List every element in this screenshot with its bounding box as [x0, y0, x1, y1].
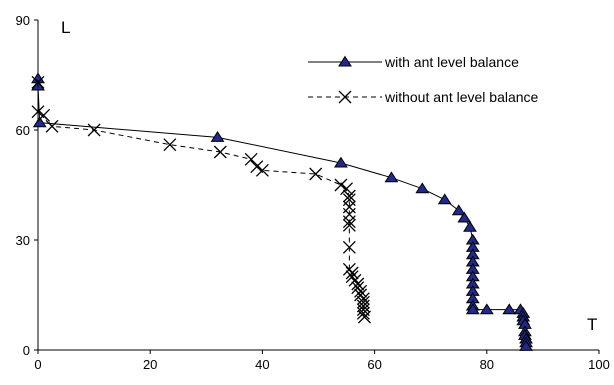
x-axis-title: T: [587, 315, 597, 334]
triangle-marker: [457, 211, 472, 223]
x-marker: [334, 178, 348, 192]
legend-label: without ant level balance: [384, 89, 539, 105]
triangle-marker: [479, 303, 494, 315]
triangle-marker: [384, 171, 399, 183]
triangle-marker: [334, 156, 348, 168]
x-tick-label: 100: [588, 357, 610, 372]
x-tick-label: 60: [367, 357, 381, 372]
x-tick-label: 80: [480, 357, 494, 372]
triangle-marker: [463, 220, 477, 232]
legend-label: with ant level balance: [384, 54, 519, 70]
x-marker: [37, 108, 51, 122]
triangle-marker: [415, 182, 430, 194]
x-marker: [354, 284, 368, 298]
x-marker: [31, 105, 45, 119]
y-ticks: 0 30 60 90: [16, 13, 38, 358]
triangle-marker: [519, 340, 533, 351]
x-tick-label: 0: [34, 357, 41, 372]
x-marker: [309, 167, 323, 181]
triangle-marker: [451, 204, 466, 216]
triangle-marker: [465, 303, 480, 315]
x-marker: [250, 160, 264, 174]
y-tick-label: 60: [16, 123, 30, 138]
y-tick-label: 90: [16, 13, 30, 28]
x-marker: [213, 145, 227, 159]
x-marker: [87, 123, 101, 137]
y-tick-label: 0: [23, 343, 30, 358]
triangle-marker: [32, 116, 47, 128]
series-line: [37, 78, 527, 347]
series-line: [37, 82, 365, 318]
triangle-marker: [502, 303, 517, 315]
series-0: [31, 72, 533, 351]
x-marker: [45, 119, 59, 133]
x-marker: [342, 207, 356, 221]
x-marker: [244, 152, 258, 166]
x-marker: [31, 75, 45, 89]
legend-triangle-marker: [338, 55, 352, 67]
x-marker: [358, 310, 371, 324]
series-1: [31, 75, 371, 324]
y-axis-title: L: [61, 18, 70, 37]
plot-area: [31, 72, 533, 351]
x-marker: [342, 240, 356, 254]
legend: with ant level balance without ant level …: [308, 54, 539, 105]
x-marker: [345, 266, 359, 280]
x-marker: [163, 138, 177, 152]
triangle-marker: [437, 193, 452, 205]
x-marker: [351, 277, 365, 291]
x-marker: [342, 189, 356, 203]
x-marker: [342, 218, 356, 232]
x-marker: [340, 182, 354, 196]
triangle-marker: [210, 131, 225, 142]
x-tick-label: 40: [255, 357, 269, 372]
x-marker: [342, 215, 356, 229]
x-marker: [255, 163, 269, 177]
x-ticks: 0 20 40 60 80 100: [34, 350, 610, 372]
legend-x-marker: [338, 90, 352, 104]
y-tick-label: 30: [16, 233, 30, 248]
x-marker: [356, 306, 370, 320]
x-tick-label: 20: [143, 357, 157, 372]
